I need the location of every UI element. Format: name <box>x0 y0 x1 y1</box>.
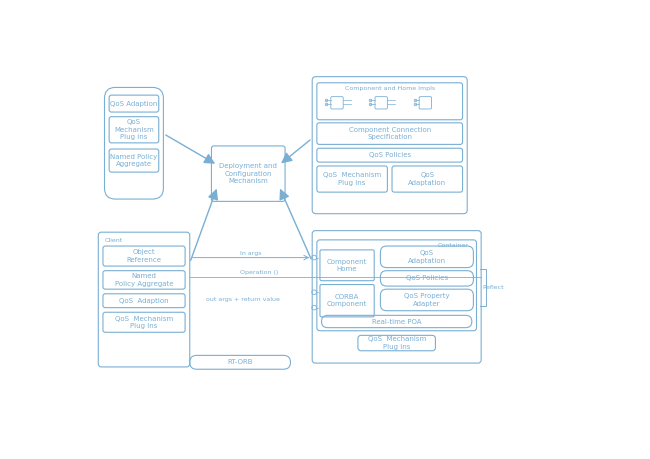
Text: Operation (): Operation () <box>240 270 278 275</box>
Text: Component
Home: Component Home <box>327 258 367 272</box>
Text: Component and Home Impls: Component and Home Impls <box>344 86 435 91</box>
Text: QoS  Mechanism
Plug Ins: QoS Mechanism Plug Ins <box>115 315 173 329</box>
Text: QoS
Adaptation: QoS Adaptation <box>408 172 447 186</box>
Text: QoS
Adaptation: QoS Adaptation <box>408 250 446 263</box>
Text: QoS Policies: QoS Policies <box>406 275 448 281</box>
Text: Container: Container <box>438 243 469 248</box>
Text: Deployment and
Configuration
Mechanism: Deployment and Configuration Mechanism <box>219 163 277 184</box>
Text: In args: In args <box>240 251 262 256</box>
Text: QoS  Adaption: QoS Adaption <box>119 298 169 304</box>
Text: out args + return value: out args + return value <box>206 297 280 302</box>
Text: QoS Adaption: QoS Adaption <box>111 101 158 106</box>
Text: QoS  Mechanism
Plug Ins: QoS Mechanism Plug Ins <box>323 172 382 186</box>
Text: Client: Client <box>105 238 123 243</box>
Text: Named Policy
Aggregate: Named Policy Aggregate <box>111 154 157 168</box>
Text: QoS Policies: QoS Policies <box>369 152 411 158</box>
Text: QoS
Mechanism
Plug ins: QoS Mechanism Plug ins <box>114 119 154 140</box>
Text: Component Connection
Specification: Component Connection Specification <box>348 127 431 140</box>
Text: Named
Policy Aggregate: Named Policy Aggregate <box>115 273 174 287</box>
Text: Real-time POA: Real-time POA <box>372 319 421 325</box>
Text: Reflect: Reflect <box>483 285 504 290</box>
Text: QoS  Mechanism
Plug Ins: QoS Mechanism Plug Ins <box>367 336 426 350</box>
Text: CORBA
Component: CORBA Component <box>327 294 367 308</box>
Text: RT-ORB: RT-ORB <box>227 359 253 365</box>
Text: Object
Reference: Object Reference <box>127 249 161 263</box>
Text: QoS Property
Adapter: QoS Property Adapter <box>404 293 450 307</box>
